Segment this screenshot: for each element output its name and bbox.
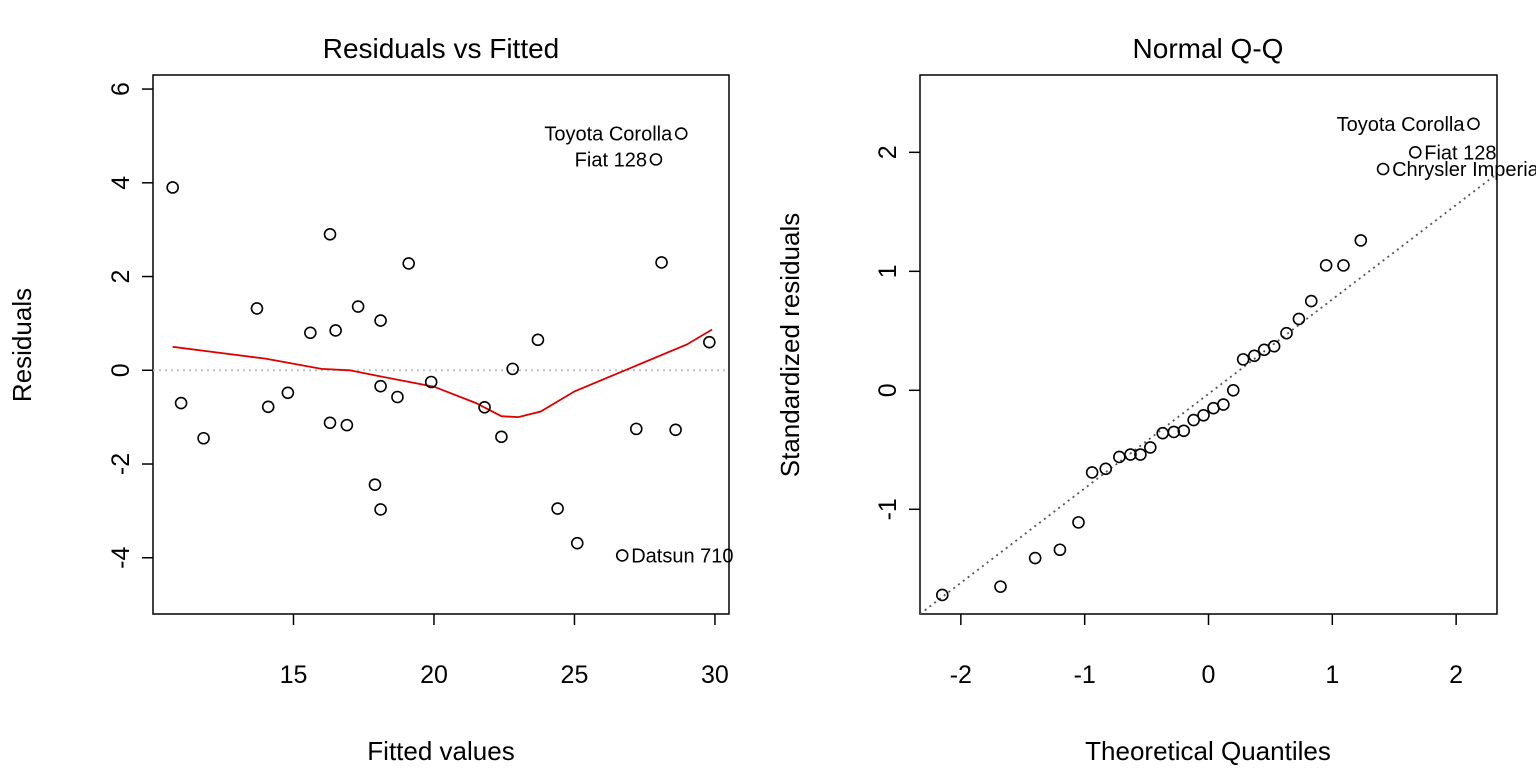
point-label: Fiat 128	[1424, 142, 1496, 164]
data-point	[374, 379, 387, 393]
smooth-line	[172, 328, 713, 419]
data-point	[1197, 408, 1210, 422]
point-label: Fiat 128	[575, 149, 647, 171]
x-tick-label: 30	[701, 661, 729, 689]
y-tick-label: 4	[107, 176, 135, 190]
data-point	[374, 314, 387, 327]
x-tick-label: -2	[950, 661, 972, 689]
x-tick-label: 2	[1449, 661, 1463, 689]
x-tick-label: 1	[1325, 661, 1339, 689]
data-point	[281, 386, 295, 400]
data-point	[1337, 259, 1350, 272]
data-point	[1226, 384, 1240, 397]
x-tick-label: 0	[1202, 661, 1216, 689]
x-axis-label: Theoretical Quantiles	[1085, 736, 1331, 766]
data-point	[1217, 398, 1230, 411]
data-point	[304, 326, 317, 340]
data-point	[424, 375, 438, 389]
data-point	[531, 333, 545, 347]
y-tick-label: 0	[107, 363, 135, 377]
point-label: Datsun 710	[631, 545, 733, 567]
data-point	[935, 588, 949, 602]
data-point	[250, 302, 264, 315]
data-point	[1028, 551, 1042, 565]
data-point	[351, 300, 365, 313]
data-point	[197, 431, 210, 445]
x-tick-label: 20	[420, 661, 448, 689]
y-tick-label: 2	[874, 145, 902, 159]
data-point	[174, 396, 188, 410]
y-axis-label: Residuals	[7, 288, 37, 402]
x-tick-label: -1	[1074, 661, 1096, 689]
x-tick-label: 25	[561, 661, 589, 689]
y-tick-label: 1	[874, 264, 902, 278]
plot-frame	[152, 74, 730, 615]
y-tick-label: 6	[107, 82, 135, 96]
data-point	[478, 401, 491, 414]
data-point	[1134, 448, 1147, 461]
data-point	[629, 422, 643, 436]
data-point	[340, 418, 354, 432]
data-point	[323, 228, 337, 241]
data-point	[1304, 294, 1318, 308]
data-point	[506, 362, 519, 376]
residuals-vs-fitted-panel: Residuals vs Fitted -4 -2 0 2 4 6 15 20 25 30 To…	[7, 33, 734, 766]
data-point	[323, 416, 337, 430]
x-axis-label: Fitted values	[367, 736, 514, 766]
data-point	[1467, 117, 1480, 131]
data-point	[261, 400, 275, 414]
data-point	[166, 181, 179, 194]
data-point	[1156, 426, 1169, 440]
data-point	[669, 423, 682, 437]
x-tick-label: 15	[280, 661, 308, 689]
data-point	[1099, 462, 1113, 476]
data-point	[368, 478, 382, 491]
data-point	[374, 503, 387, 516]
data-point	[655, 256, 668, 269]
data-point	[1236, 353, 1250, 366]
point-label: Toyota Corolla	[544, 124, 673, 146]
point-label: Toyota Corolla	[1337, 114, 1466, 136]
data-point	[329, 324, 342, 337]
data-point	[1124, 448, 1137, 461]
data-point	[402, 257, 415, 270]
data-point	[1113, 450, 1126, 464]
y-tick-label: 0	[874, 383, 902, 397]
data-point	[1292, 312, 1306, 326]
data-point	[1376, 162, 1390, 176]
y-tick-label: -2	[107, 453, 135, 475]
normal-qq-panel: Normal Q-Q -1 0 1 2 -2 -1 0 1 2 Toyota Corolla F…	[775, 33, 1536, 766]
point-label: Chrysler Imperial	[1392, 159, 1536, 181]
data-point	[1072, 516, 1085, 529]
data-point	[994, 580, 1007, 593]
y-axis-label: Standardized residuals	[775, 213, 805, 478]
data-point	[1267, 339, 1281, 353]
data-point	[1187, 413, 1200, 427]
data-point	[1280, 326, 1293, 340]
data-point	[615, 549, 629, 562]
data-point	[495, 430, 508, 444]
data-point	[1144, 441, 1157, 454]
data-point	[391, 390, 404, 404]
data-point	[649, 153, 663, 166]
chart-title: Residuals vs Fitted	[323, 33, 560, 64]
y-tick-label: -1	[874, 498, 902, 520]
data-point	[674, 127, 688, 140]
data-point	[1177, 424, 1191, 438]
reference-line	[920, 173, 1497, 614]
data-point	[1354, 234, 1368, 247]
data-point	[551, 502, 564, 515]
data-point	[1408, 146, 1422, 159]
y-tick-label: -4	[107, 547, 135, 569]
data-point	[1085, 466, 1099, 479]
data-point	[1053, 543, 1067, 557]
data-point	[703, 335, 716, 349]
chart-title: Normal Q-Q	[1133, 33, 1284, 64]
data-point	[1319, 259, 1333, 272]
data-point	[1248, 349, 1261, 363]
y-tick-label: 2	[107, 270, 135, 284]
data-point	[1167, 425, 1181, 439]
data-point	[570, 536, 584, 550]
